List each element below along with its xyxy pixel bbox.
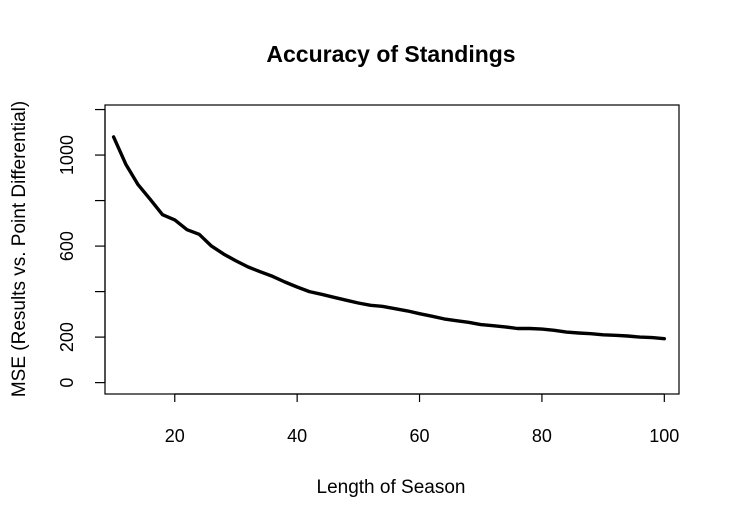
y-tick-label: 0: [57, 378, 77, 388]
y-axis-label: MSE (Results vs. Point Differential): [9, 101, 30, 397]
y-tick-label: 1000: [57, 135, 77, 175]
y-tick-label: 200: [57, 322, 77, 352]
y-axis: 0 200 600 1000: [57, 108, 106, 388]
x-tick-label: 40: [287, 426, 307, 446]
x-tick-label: 60: [410, 426, 430, 446]
x-tick-label: 100: [649, 426, 679, 446]
x-tick-label: 80: [532, 426, 552, 446]
series-line: [111, 135, 666, 341]
plot-area-border: [104, 104, 680, 395]
x-tick-label: 20: [165, 426, 185, 446]
chart-title: Accuracy of Standings: [266, 41, 515, 67]
x-axis: 20 40 60 80 100: [165, 393, 679, 446]
y-tick-label: 600: [57, 231, 77, 261]
x-axis-label: Length of Season: [317, 477, 466, 498]
